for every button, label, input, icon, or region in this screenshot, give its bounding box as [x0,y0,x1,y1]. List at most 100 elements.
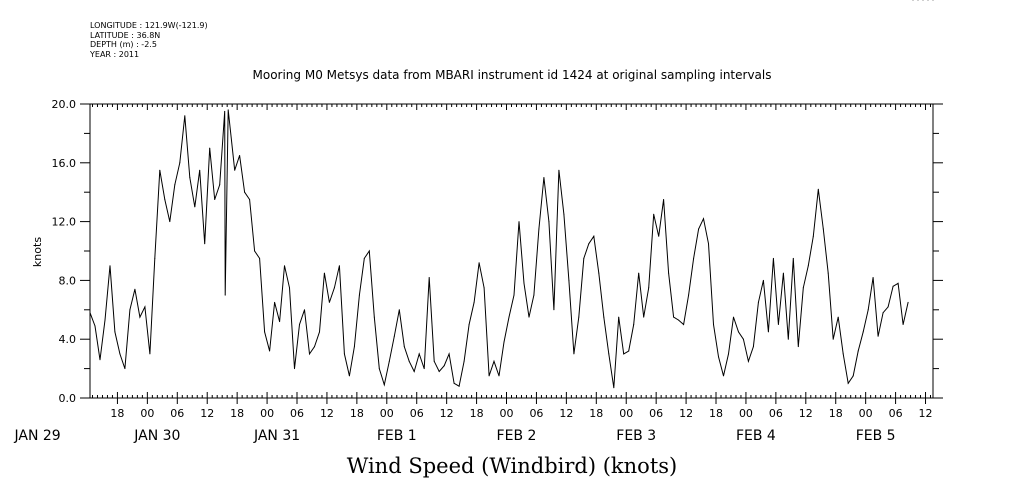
chart-title: Mooring M0 Metsys data from MBARI instru… [252,68,772,82]
data-point [393,335,395,337]
data-point [443,365,445,367]
x-hour-tick-label: 00 [619,407,633,420]
data-point [274,301,276,303]
data-point [543,177,545,178]
data-point [832,338,834,340]
data-point [533,294,535,296]
data-point [917,0,919,1]
x-day-label: JAN 29 [14,428,61,444]
x-hour-tick-label: 18 [829,407,843,420]
data-point [603,316,605,318]
x-day-label: FEB 1 [377,428,417,444]
data-point [184,115,186,117]
data-point [618,316,620,318]
data-point [633,324,635,325]
data-point [343,353,345,355]
data-point [518,221,520,223]
data-point [738,331,739,333]
data-point [767,331,769,333]
data-point [772,257,774,259]
data-point [328,301,330,303]
data-point [777,324,779,325]
data-point [827,272,829,274]
data-point [493,360,495,362]
wind-speed-line [89,109,909,388]
data-point [688,294,690,296]
data-point [548,221,550,223]
data-point [214,199,216,200]
data-point [583,257,585,259]
data-point [498,375,500,377]
data-point [877,335,879,337]
station-metadata: LONGITUDE : 121.9W(-121.9) LATITUDE : 36… [90,21,208,59]
data-point [842,353,844,355]
data-point [299,324,300,325]
data-point [124,368,126,370]
x-hour-tick-label: 06 [889,407,903,420]
data-point [129,309,131,311]
data-point [224,110,226,112]
data-point [563,213,565,215]
data-point [139,316,141,318]
latitude-label: LATITUDE : 36.8N [90,30,161,40]
data-point [872,277,874,278]
data-point [189,177,191,178]
y-axis-label: knots [31,237,44,267]
data-point [319,331,320,333]
x-hour-tick-label: 12 [559,407,573,420]
x-hour-tick-label: 12 [440,407,454,420]
data-point [154,257,156,259]
data-point [378,368,380,370]
data-point [608,353,610,355]
data-point [663,199,665,200]
data-point [164,199,166,200]
data-point [398,309,400,311]
data-point [683,324,685,325]
data-point [149,353,151,355]
y-tick-label: 12.0 [52,216,77,229]
plot-frame [89,103,934,399]
data-point [902,324,904,325]
data-point [249,199,251,200]
data-point [463,360,465,362]
data-point [234,169,236,171]
x-hour-tick-label: 00 [260,407,274,420]
data-point [284,265,285,267]
data-point [294,368,295,370]
data-point [174,184,176,186]
data-point [693,257,695,259]
x-hour-tick-label: 00 [739,407,753,420]
data-point [708,243,709,245]
data-point [259,257,261,259]
y-tick-label: 0.0 [59,392,77,405]
y-tick-label: 20.0 [52,98,77,111]
data-point [723,375,724,377]
y-tick-label: 4.0 [59,333,77,346]
x-hour-tick-label: 18 [709,407,723,420]
data-point [882,312,884,314]
data-point [264,331,266,333]
x-hour-tick-label: 06 [410,407,424,420]
data-point [224,294,226,296]
data-point [388,360,390,362]
data-point [593,235,595,237]
x-hour-tick-label: 00 [859,407,873,420]
data-point [433,360,435,362]
x-hour-tick-label: 00 [380,407,394,420]
data-point [897,282,899,284]
data-point [733,316,734,318]
data-point [638,272,640,274]
x-day-label: FEB 2 [497,428,537,444]
data-point [289,287,290,289]
data-point [922,0,924,1]
data-point [244,191,246,193]
data-point [418,353,420,355]
data-point [812,235,814,237]
data-point [269,350,271,352]
data-point [797,346,799,348]
data-point [568,279,570,281]
data-point [807,265,809,267]
data-point [227,109,229,111]
x-hour-tick-label: 18 [470,407,484,420]
data-point [757,301,759,303]
